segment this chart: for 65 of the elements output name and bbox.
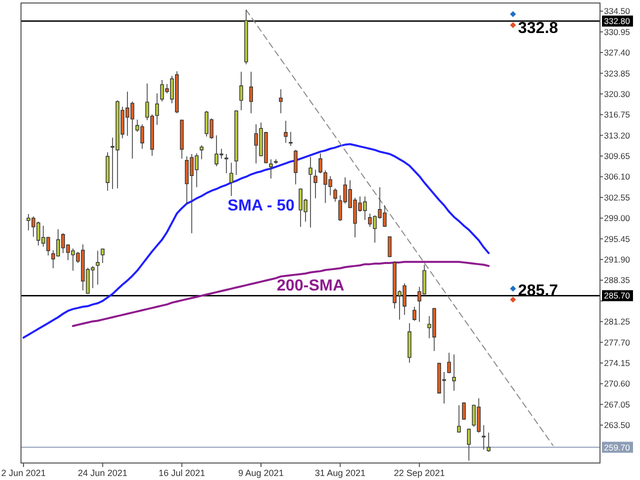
ref-line-label: 332.80 bbox=[604, 16, 630, 26]
candlestick bbox=[234, 110, 238, 176]
candlestick bbox=[274, 158, 278, 164]
candlestick bbox=[462, 402, 466, 420]
candlestick bbox=[229, 162, 234, 196]
y-tick-label: 270.60 bbox=[604, 378, 630, 389]
y-tick-label: 334.50 bbox=[604, 6, 630, 16]
y-tick-label: 277.70 bbox=[604, 337, 630, 348]
line-series bbox=[72, 260, 490, 327]
x-tick-label: 2 Jun 2021 bbox=[1, 468, 46, 478]
candlestick bbox=[412, 306, 416, 322]
series-label: 200-SMA bbox=[276, 276, 345, 294]
candlestick bbox=[482, 424, 486, 450]
candlestick bbox=[224, 154, 228, 174]
y-tick-label: 309.65 bbox=[604, 151, 630, 162]
candlestick bbox=[96, 250, 100, 285]
y-tick-label: 327.40 bbox=[604, 48, 630, 58]
y-tick-label: 306.10 bbox=[604, 172, 630, 182]
candlestick bbox=[308, 156, 312, 228]
x-tick-label: 31 Aug 2021 bbox=[314, 468, 366, 478]
candlestick bbox=[284, 120, 288, 144]
x-tick-label: 24 Jun 2021 bbox=[78, 468, 128, 478]
candlestick bbox=[314, 169, 318, 199]
y-tick-label: 320.30 bbox=[604, 88, 630, 99]
y-tick-label: 263.50 bbox=[604, 420, 630, 430]
candlestick bbox=[457, 404, 461, 434]
candlestick bbox=[106, 152, 110, 192]
candlestick bbox=[269, 158, 273, 179]
y-tick-label: 313.20 bbox=[604, 130, 630, 140]
y-tick-label: 302.55 bbox=[604, 192, 630, 202]
x-tick-label: 16 Jul 2021 bbox=[158, 468, 206, 478]
y-tick-label: 274.15 bbox=[604, 358, 630, 368]
candlestick bbox=[288, 131, 293, 146]
candlestick bbox=[408, 322, 412, 364]
candlestick bbox=[180, 119, 184, 160]
candlestick bbox=[333, 188, 338, 202]
y-tick-label: 330.95 bbox=[604, 26, 630, 37]
candlestick bbox=[244, 10, 248, 65]
candlestick bbox=[486, 432, 491, 452]
line-series bbox=[22, 143, 490, 339]
candlestick bbox=[278, 88, 283, 114]
candlestick bbox=[100, 248, 105, 264]
candlestick bbox=[447, 352, 451, 374]
x-tick-label: 22 Sep 2021 bbox=[394, 468, 445, 478]
y-tick-label: 288.35 bbox=[604, 275, 630, 286]
ref-line-label: 259.70 bbox=[604, 442, 630, 452]
annotation: 332.8 bbox=[518, 20, 558, 37]
y-tick-label: 281.25 bbox=[604, 316, 630, 327]
candlestick bbox=[239, 71, 244, 111]
candlestick bbox=[452, 354, 456, 392]
y-tick-label: 267.05 bbox=[604, 399, 630, 410]
y-tick-label: 323.85 bbox=[604, 68, 630, 78]
candlestick bbox=[466, 428, 471, 462]
y-tick-label: 291.90 bbox=[604, 254, 630, 265]
x-tick-label: 9 Aug 2021 bbox=[238, 468, 284, 478]
y-tick-label: 299.00 bbox=[604, 213, 630, 224]
ref-line-label: 285.70 bbox=[604, 290, 630, 301]
y-tick-label: 295.45 bbox=[604, 234, 630, 244]
y-tick-label: 316.75 bbox=[604, 110, 630, 120]
candlestick bbox=[249, 71, 253, 114]
candlestick bbox=[318, 153, 322, 174]
candlestick bbox=[294, 150, 298, 185]
candlestick bbox=[388, 236, 392, 258]
series-label: SMA - 50 bbox=[228, 196, 295, 214]
candlestick bbox=[200, 144, 204, 160]
